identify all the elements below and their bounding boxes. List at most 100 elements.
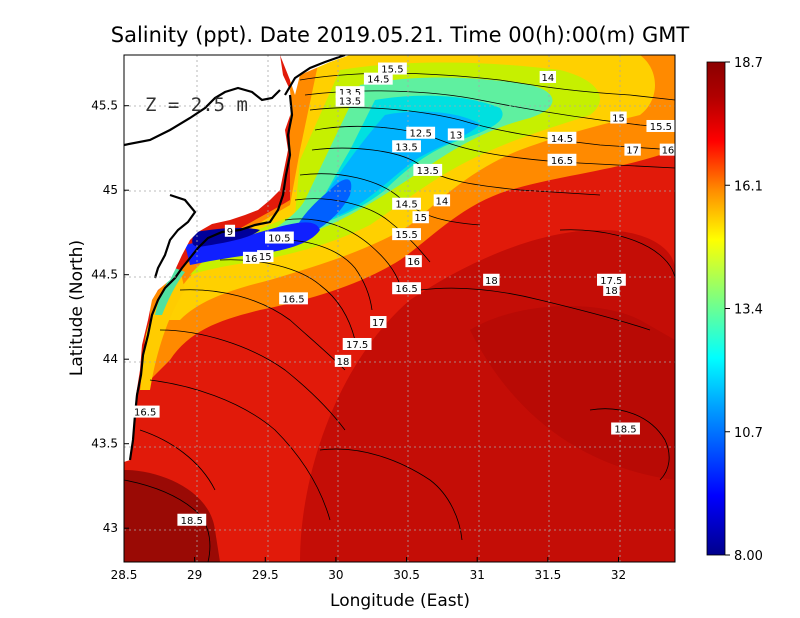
contour-label-box	[603, 283, 620, 296]
contour-label: 12.5	[406, 126, 436, 140]
contour-label-text: 14.5	[551, 134, 573, 145]
y-tick-label: 45.5	[91, 99, 118, 113]
contour-label-box	[483, 273, 500, 286]
contour-label-box	[413, 163, 443, 176]
contour-label: 18	[603, 283, 620, 297]
colorbar-ramp	[706, 61, 726, 556]
contour-label-text: 12.5	[410, 129, 432, 140]
x-axis-ticks: 28.5 29 29.5 30 30.5 31 31.5 32	[111, 557, 626, 582]
depth-annotation: Z = 2.5 m	[145, 94, 248, 116]
contour-label: 17	[624, 143, 641, 157]
contour-label: 13.5	[413, 163, 443, 177]
x-tick-label: 29.5	[252, 568, 279, 582]
contour-label: 16	[659, 143, 675, 157]
contour-label-text: 14	[436, 196, 449, 207]
contour-label-box	[597, 273, 626, 286]
colorbar-tick-label: 8.00	[734, 549, 763, 564]
contour-label-box	[370, 316, 387, 329]
y-axis-label: Latitude (North)	[67, 240, 87, 376]
contour-label-text: 13.5	[417, 166, 439, 177]
x-axis-label: Longitude (East)	[330, 591, 470, 611]
contour-label-text: 18	[337, 357, 350, 368]
contour-label-box	[405, 255, 422, 268]
contour-label-text: 14	[541, 73, 554, 84]
contour-label-box	[257, 250, 274, 263]
contour-label-text: 9	[227, 227, 233, 238]
contour-label-text: 10.5	[268, 234, 290, 245]
contour-label-box	[646, 119, 675, 132]
contour-label: 18.5	[177, 513, 207, 527]
contour-label: 16.5	[547, 153, 577, 167]
contour-label: 15.5	[378, 62, 407, 76]
contour-label: 17	[370, 316, 387, 329]
y-tick-label: 44	[103, 352, 118, 366]
contour-label: 13.5	[335, 94, 365, 108]
colorbar-tick-label: 10.7	[734, 426, 763, 441]
x-tick-label: 28.5	[111, 568, 138, 582]
contour-label-box	[392, 282, 421, 295]
contour-label-text: 18.5	[614, 424, 636, 435]
contour-label-box	[447, 128, 465, 141]
contour-label-text: 15	[612, 114, 625, 125]
colorbar-tick-label: 18.7	[734, 56, 763, 71]
contour-label-text: 13.5	[339, 88, 361, 99]
contour-label-box	[539, 70, 557, 83]
contour-label-text: 18	[485, 276, 498, 287]
contour-label-text: 14.5	[367, 75, 389, 86]
contour-label-text: 16	[662, 146, 675, 157]
contour-label-box	[363, 72, 393, 85]
contour-label-text: 14.5	[395, 200, 417, 211]
y-tick-label: 44.5	[91, 268, 118, 282]
contour-label: 17.5	[597, 273, 626, 287]
contour-label: 10.5	[265, 231, 294, 245]
contour-label-box	[130, 405, 160, 418]
contour-label-box	[392, 228, 421, 241]
contour-label-text: 18.5	[181, 516, 203, 527]
contour-label-box	[342, 337, 372, 350]
colorbar-tick-label: 13.4	[734, 303, 763, 318]
contour-label: 16.5	[392, 282, 421, 295]
contour-label-text: 13	[450, 130, 463, 141]
contour-label-box	[412, 211, 429, 224]
plot-frame	[123, 54, 676, 563]
contour-label: 18.5	[611, 422, 640, 435]
x-tick-label: 32	[611, 568, 626, 582]
contour-label: 16	[405, 255, 422, 268]
contour-label: 15	[257, 250, 274, 263]
y-tick-label: 43	[103, 521, 118, 535]
contour-label-text: 16.5	[551, 156, 573, 167]
contour-label-box	[392, 197, 421, 210]
contour-label-text: 17	[626, 146, 639, 157]
grid-lines	[124, 55, 675, 562]
contour-label: 15	[610, 111, 627, 125]
contour-label: 9	[224, 224, 236, 238]
contour-label: 16.5	[130, 405, 160, 419]
contour-label: 16	[242, 251, 260, 265]
contour-label: 13.5	[392, 140, 421, 153]
y-tick-label: 43.5	[91, 437, 118, 451]
contour-label-text: 18	[605, 286, 618, 297]
contour-label-box	[242, 251, 260, 264]
contour-label-text: 15	[414, 213, 427, 224]
contour-label-box	[547, 131, 577, 144]
colorbar-tick-label: 16.1	[734, 179, 763, 194]
contour-label-box	[279, 292, 308, 305]
contour-label-box	[334, 354, 352, 367]
colorbar: 8.00 10.7 13.4 16.1 18.7	[706, 56, 763, 564]
contour-label: 18	[334, 354, 352, 368]
contour-label: 14	[433, 194, 451, 207]
contour-label: 13	[447, 128, 465, 141]
contour-label-box	[335, 94, 365, 107]
contour-label-text: 13.5	[395, 142, 417, 153]
contour-label-text: 17.5	[600, 276, 622, 287]
contour-label-box	[224, 224, 236, 237]
contour-label-box	[610, 111, 627, 124]
contour-label-text: 16.5	[395, 284, 417, 295]
y-axis-ticks: 43 43.5 44 44.5 45 45.5	[91, 99, 129, 535]
x-tick-label: 29	[187, 568, 202, 582]
chart-title: Salinity (ppt). Date 2019.05.21. Time 00…	[111, 23, 690, 47]
contour-label: 16.5	[279, 292, 308, 305]
